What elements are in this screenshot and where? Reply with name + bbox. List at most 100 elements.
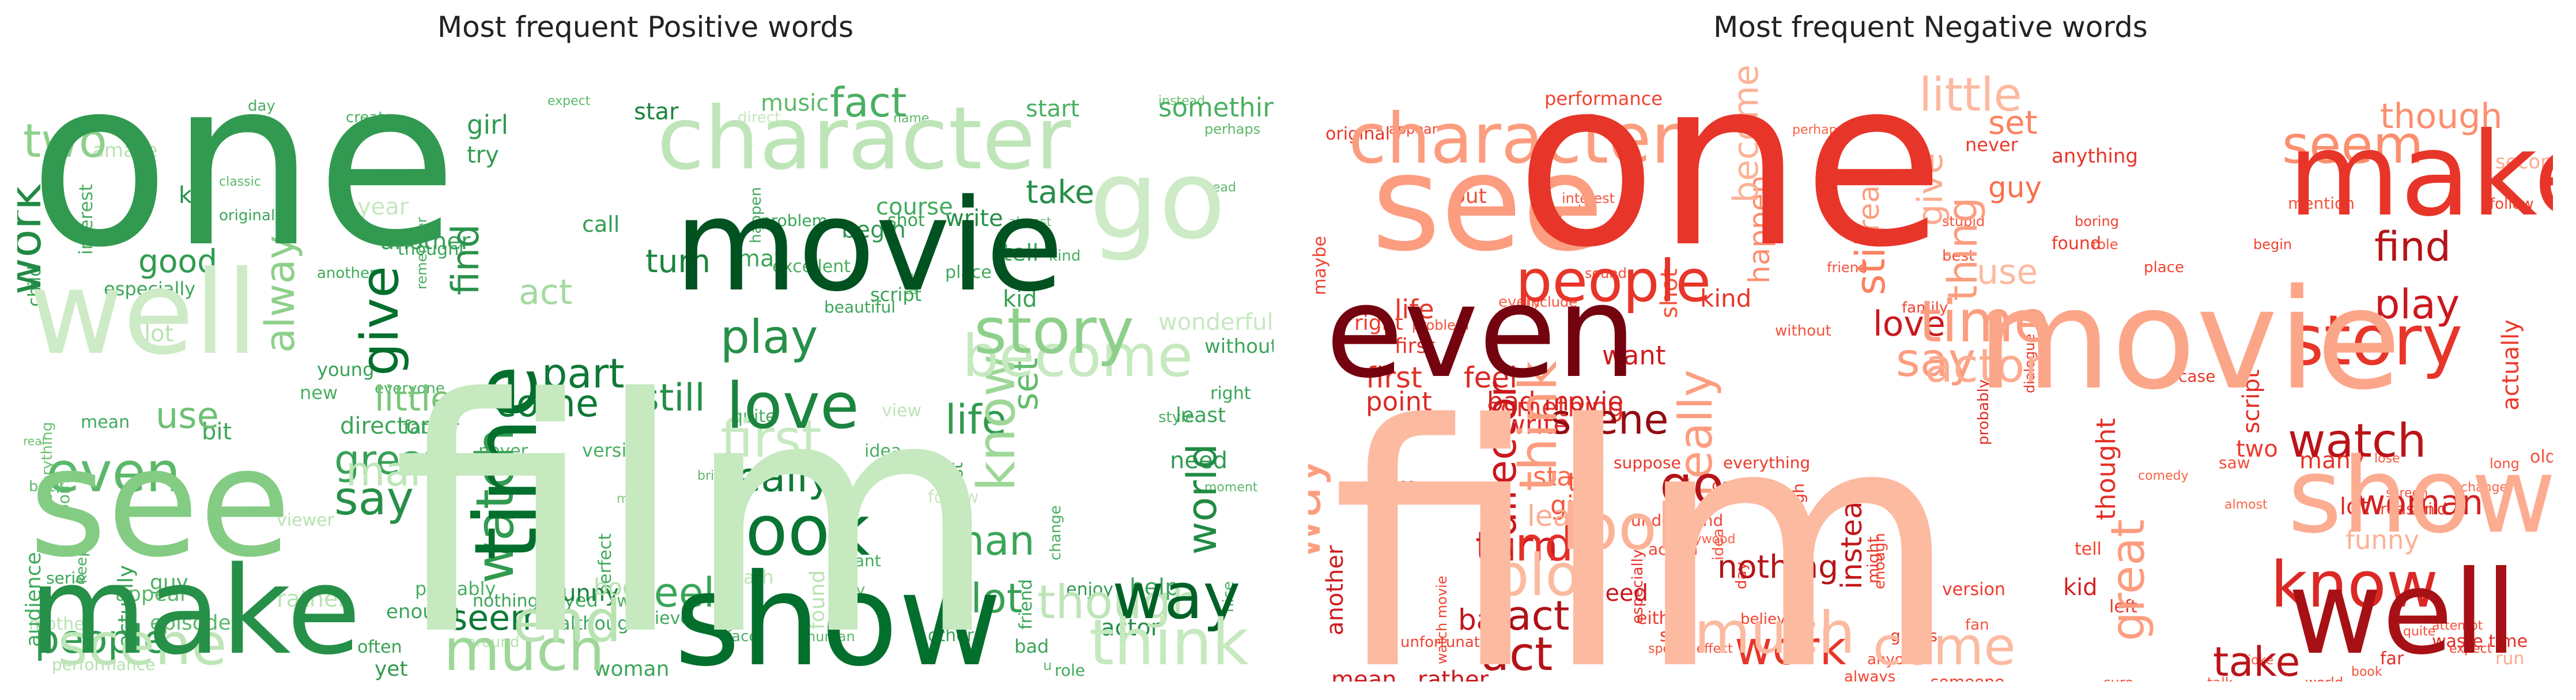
negative-word-everything: everything bbox=[1723, 453, 1810, 472]
positive-word-kind: kind bbox=[1049, 247, 1081, 265]
positive-word-find: find bbox=[444, 224, 488, 295]
positive-word-see: see bbox=[29, 416, 291, 590]
negative-word-lose: lose bbox=[2374, 451, 2400, 466]
positive-word-death: death bbox=[720, 566, 773, 588]
positive-word-book: book bbox=[594, 574, 650, 601]
positive-word-point: point bbox=[54, 473, 73, 514]
positive-word-another: another bbox=[380, 228, 471, 255]
negative-word-follow: follow bbox=[2490, 195, 2534, 213]
positive-word-cloud-canvas: real almost brilliant moment classic name expe… bbox=[17, 53, 1274, 682]
positive-word-expect: expect bbox=[547, 94, 591, 108]
positive-word-great: great bbox=[334, 436, 441, 484]
positive-word-story: story bbox=[974, 294, 1134, 368]
positive-word-day: day bbox=[248, 97, 275, 115]
positive-word-need: need bbox=[1170, 447, 1227, 474]
negative-word-rather: rather bbox=[1418, 667, 1489, 682]
negative-word-long: long bbox=[2490, 456, 2520, 472]
negative-word-suppose: suppose bbox=[1614, 453, 1681, 472]
positive-word-version: version bbox=[582, 439, 649, 461]
negative-word-make: make bbox=[2288, 108, 2553, 242]
positive-word-girl: girl bbox=[467, 110, 508, 140]
positive-word-write: write bbox=[945, 205, 1003, 232]
negative-word-least: least bbox=[1527, 499, 1597, 533]
negative-word-director: director bbox=[1478, 381, 1525, 537]
negative-word-nothing: nothing bbox=[1717, 548, 1838, 585]
negative-word-well: well bbox=[2288, 546, 2517, 680]
positive-word-enjoy: enjoy bbox=[1066, 579, 1113, 600]
negative-word-tell: tell bbox=[2075, 539, 2102, 559]
positive-word-man: man bbox=[945, 517, 1034, 564]
negative-word-cloud: simplyplayedbookjokequitespecial effects… bbox=[1308, 53, 2553, 682]
negative-word-character: character bbox=[1349, 99, 1680, 179]
positive-word-look: look bbox=[726, 491, 870, 571]
positive-word-classic: classic bbox=[219, 175, 261, 189]
negative-panel-title: Most frequent Negative words bbox=[1713, 10, 2148, 44]
positive-word-almost: almost bbox=[1009, 215, 1052, 229]
positive-word-film: film bbox=[392, 330, 999, 682]
positive-word-appear: appear bbox=[115, 582, 188, 606]
positive-word-nothing: nothing bbox=[473, 591, 539, 611]
negative-word-attempt: attempt bbox=[2432, 619, 2483, 633]
positive-word-mean: mean bbox=[81, 412, 130, 432]
negative-word-feel: feel bbox=[1464, 361, 1517, 394]
negative-word-performance: performance bbox=[1544, 88, 1663, 110]
positive-word-new: new bbox=[300, 382, 338, 404]
positive-word-begin: begin bbox=[841, 217, 906, 243]
negative-word-come: come bbox=[1873, 616, 2016, 677]
positive-word-direct: direct bbox=[738, 109, 780, 126]
negative-word-life: life bbox=[1395, 294, 1434, 325]
positive-word-wife: wife bbox=[617, 591, 652, 611]
negative-word-family: family bbox=[1902, 299, 1948, 317]
negative-word-expect: expect bbox=[2449, 642, 2492, 656]
negative-word-seem: seem bbox=[2282, 115, 2423, 175]
negative-word-believe: believe bbox=[1740, 611, 1795, 628]
positive-word-shot: shot bbox=[887, 210, 925, 231]
negative-word-place: place bbox=[2144, 259, 2184, 276]
positive-word-create: create bbox=[346, 109, 394, 126]
positive-word-nice: nice bbox=[1220, 581, 1237, 612]
positive-word-little: little bbox=[375, 379, 452, 419]
negative-word-see: see bbox=[1372, 127, 1604, 281]
negative-word-always: always bbox=[1844, 668, 1895, 682]
negative-word-never: never bbox=[1965, 134, 2019, 156]
negative-word-watch-movie: watch movie bbox=[1434, 576, 1450, 664]
positive-word-show: show bbox=[674, 547, 1002, 682]
negative-word-one: one bbox=[1516, 53, 1944, 298]
negative-word-start: start bbox=[1533, 461, 1593, 492]
positive-word-boy: boy bbox=[836, 580, 865, 599]
positive-word-believe: believe bbox=[628, 608, 691, 629]
negative-word-many: many bbox=[2299, 447, 2365, 474]
positive-word-act: act bbox=[519, 272, 572, 313]
negative-word-even: even bbox=[1325, 258, 1637, 406]
negative-word-almost: almost bbox=[2224, 498, 2268, 512]
negative-word-bad-movie: bad movie bbox=[1487, 386, 1623, 417]
positive-word-use: use bbox=[156, 394, 219, 436]
positive-word-though: though bbox=[1037, 575, 1200, 629]
negative-word-every: every bbox=[1498, 293, 1540, 311]
negative-word-joke: joke bbox=[2247, 653, 2273, 668]
negative-word-turn: turn bbox=[1475, 523, 1558, 570]
negative-word-book: book bbox=[2351, 665, 2382, 679]
positive-word-actor: actor bbox=[1101, 615, 1161, 641]
positive-word-set: set bbox=[1006, 357, 1046, 411]
positive-word-even: even bbox=[46, 441, 180, 505]
negative-word-film: film bbox=[1331, 354, 1960, 682]
positive-word-know: know bbox=[966, 354, 1027, 491]
positive-word-lot: lot bbox=[144, 321, 173, 347]
negative-word-friend: friend bbox=[1827, 259, 1867, 276]
positive-word-idea: idea bbox=[864, 441, 901, 461]
positive-word-time: time bbox=[456, 365, 557, 560]
negative-word-run: run bbox=[2495, 649, 2524, 669]
negative-word-give: give bbox=[1910, 153, 1951, 226]
negative-word-want: want bbox=[1602, 340, 1666, 371]
negative-word-screen: screen bbox=[2386, 486, 2428, 500]
negative-word-stupid: stupid bbox=[1942, 213, 1985, 229]
negative-word-sure: sure bbox=[2103, 675, 2133, 682]
positive-word-young: young bbox=[317, 359, 374, 381]
positive-word-seem: seem bbox=[450, 598, 544, 638]
negative-word-best: best bbox=[1942, 247, 1974, 265]
negative-word-quite: quite bbox=[2403, 624, 2435, 639]
positive-word-actually: actually bbox=[114, 565, 138, 647]
negative-word-cloud-canvas: simplyplayedbookjokequitespecial effects… bbox=[1308, 53, 2553, 682]
negative-word-put: put bbox=[1452, 185, 1487, 208]
